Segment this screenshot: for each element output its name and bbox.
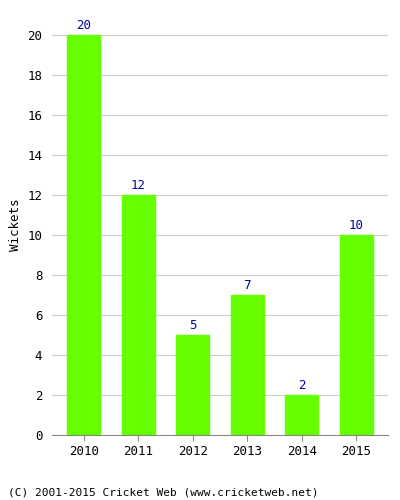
Text: 5: 5	[189, 319, 196, 332]
Text: 7: 7	[244, 279, 251, 292]
Text: (C) 2001-2015 Cricket Web (www.cricketweb.net): (C) 2001-2015 Cricket Web (www.cricketwe…	[8, 488, 318, 498]
Text: 12: 12	[131, 179, 146, 192]
Bar	[122, 195, 154, 435]
Text: 2: 2	[298, 379, 306, 392]
Text: 20: 20	[76, 19, 91, 32]
Bar	[286, 395, 318, 435]
Bar	[231, 295, 264, 435]
Bar	[176, 335, 209, 435]
Text: 10: 10	[349, 219, 364, 232]
Bar	[67, 35, 100, 435]
Y-axis label: Wickets: Wickets	[9, 198, 22, 251]
Bar	[340, 235, 373, 435]
